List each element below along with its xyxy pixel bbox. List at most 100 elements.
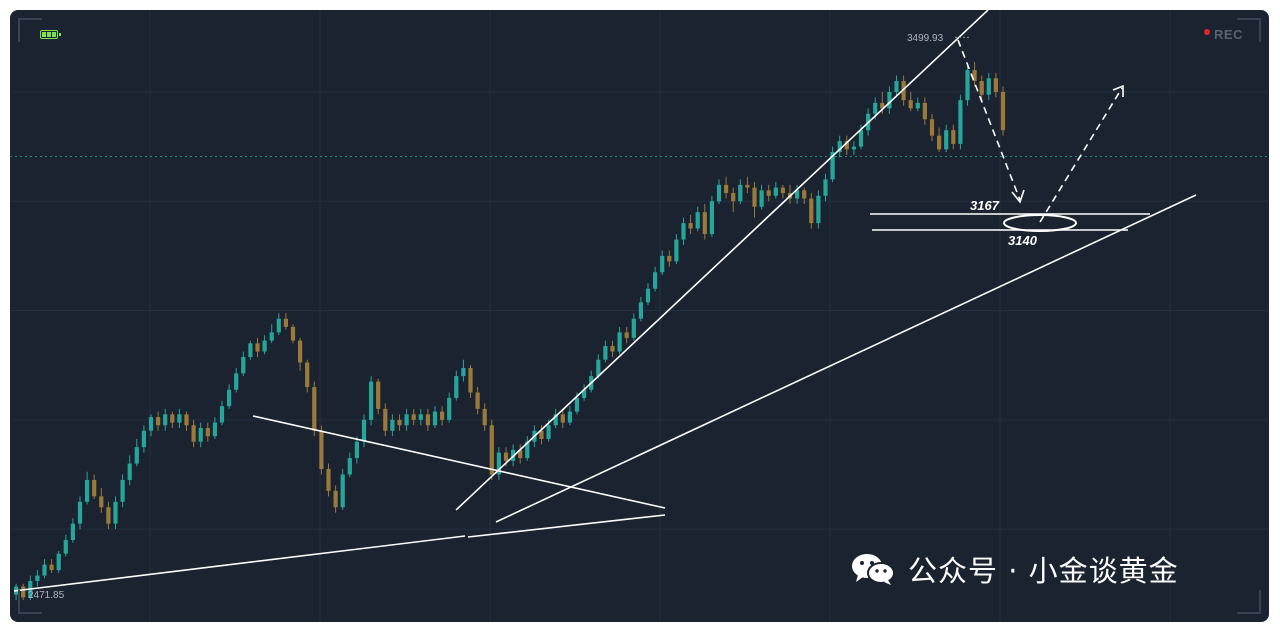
candle-body bbox=[518, 449, 523, 459]
candle-body bbox=[1000, 91, 1006, 131]
candle-body bbox=[745, 184, 750, 188]
candle-body bbox=[347, 458, 352, 475]
candle-body bbox=[227, 389, 232, 407]
candle-body bbox=[503, 452, 509, 461]
candle-body bbox=[148, 417, 154, 431]
candle-body bbox=[738, 184, 743, 202]
candle-body bbox=[113, 501, 118, 524]
candle-body bbox=[454, 376, 459, 398]
candle-body bbox=[49, 564, 54, 571]
arrow-head bbox=[1112, 84, 1124, 97]
candle-body bbox=[582, 389, 587, 398]
candle-body bbox=[951, 130, 956, 144]
candle-body bbox=[759, 190, 764, 207]
candle-body bbox=[638, 302, 643, 319]
candle-body bbox=[127, 463, 132, 480]
candle-body bbox=[354, 441, 359, 459]
candle-body bbox=[35, 575, 40, 582]
candle-body bbox=[241, 356, 246, 374]
level-label: 3167 bbox=[970, 198, 1000, 213]
candle-body bbox=[319, 430, 324, 469]
candle-body bbox=[809, 198, 814, 224]
rec-indicator: REC bbox=[1204, 27, 1243, 42]
candle-body bbox=[773, 187, 778, 196]
candle-body bbox=[851, 146, 856, 150]
candle-body bbox=[56, 553, 61, 571]
candle-body bbox=[716, 184, 722, 202]
candle-body bbox=[674, 239, 679, 262]
low-label: 2471.85 bbox=[28, 590, 65, 601]
candle-body bbox=[979, 81, 984, 95]
triangle-upper-line bbox=[252, 415, 666, 509]
candle-body bbox=[333, 490, 338, 508]
candle-body bbox=[901, 81, 906, 101]
candle-body bbox=[887, 91, 892, 109]
frame-corner bbox=[18, 18, 42, 42]
level-label: 3140 bbox=[1008, 233, 1038, 248]
candle-body bbox=[944, 130, 949, 150]
triangle-lower-line bbox=[467, 514, 666, 538]
candle-body bbox=[468, 367, 473, 393]
candle-body bbox=[205, 428, 210, 437]
candle-body bbox=[411, 414, 416, 420]
candle-body bbox=[340, 474, 345, 508]
grid-lines bbox=[10, 10, 1269, 622]
candle-body bbox=[681, 223, 686, 240]
candle-body bbox=[219, 406, 225, 423]
candle-body bbox=[922, 102, 927, 120]
candle-body bbox=[77, 501, 83, 524]
candle-body bbox=[120, 479, 125, 502]
candle-body bbox=[276, 318, 281, 333]
candle-body bbox=[92, 479, 97, 497]
candles bbox=[14, 61, 1006, 601]
candle-body bbox=[99, 496, 104, 508]
candle-body bbox=[482, 408, 487, 426]
candle-body bbox=[170, 414, 175, 423]
candle-body bbox=[667, 255, 672, 262]
candle-body bbox=[574, 397, 580, 412]
candle-body bbox=[447, 397, 452, 420]
candle-body bbox=[177, 414, 182, 423]
candle-body bbox=[929, 119, 935, 136]
candle-body bbox=[617, 332, 622, 352]
candle-body bbox=[234, 373, 239, 390]
frame-corner bbox=[18, 590, 42, 614]
candle-body bbox=[298, 340, 303, 363]
channel-lower-line bbox=[495, 194, 1197, 523]
wechat-icon bbox=[852, 554, 895, 585]
candle-body bbox=[802, 190, 807, 199]
candle-body bbox=[440, 411, 445, 420]
candle-body bbox=[880, 102, 885, 109]
candle-body bbox=[383, 408, 388, 431]
candle-body bbox=[106, 507, 111, 524]
candle-body bbox=[837, 141, 842, 153]
candle-body bbox=[986, 78, 991, 95]
candle-body bbox=[844, 141, 849, 150]
rec-label: REC bbox=[1214, 27, 1243, 42]
candle-body bbox=[709, 201, 714, 235]
candle-body bbox=[766, 190, 771, 196]
arrow-head bbox=[1011, 189, 1025, 204]
candle-body bbox=[830, 152, 835, 180]
candle-body bbox=[283, 318, 288, 327]
candle-body bbox=[631, 318, 636, 338]
candle-body bbox=[312, 387, 317, 431]
frame-corner bbox=[1237, 590, 1261, 614]
candle-body bbox=[461, 367, 466, 377]
candle-body bbox=[326, 469, 331, 491]
candle-body bbox=[525, 441, 530, 459]
candle-body bbox=[191, 425, 196, 442]
candle-body bbox=[42, 564, 47, 576]
candle-body bbox=[425, 414, 430, 426]
candle-body bbox=[645, 288, 651, 303]
candle-body bbox=[63, 540, 68, 554]
candle-body bbox=[248, 343, 253, 357]
candle-body bbox=[993, 78, 998, 92]
candle-body bbox=[134, 447, 139, 464]
candle-body bbox=[937, 135, 942, 150]
candle-body bbox=[780, 187, 785, 194]
candle-body bbox=[404, 414, 409, 426]
candle-body bbox=[305, 362, 310, 388]
candle-body bbox=[553, 414, 558, 426]
chart-panel: 3499.93 2471.85 3167 3140 REC bbox=[10, 10, 1269, 622]
